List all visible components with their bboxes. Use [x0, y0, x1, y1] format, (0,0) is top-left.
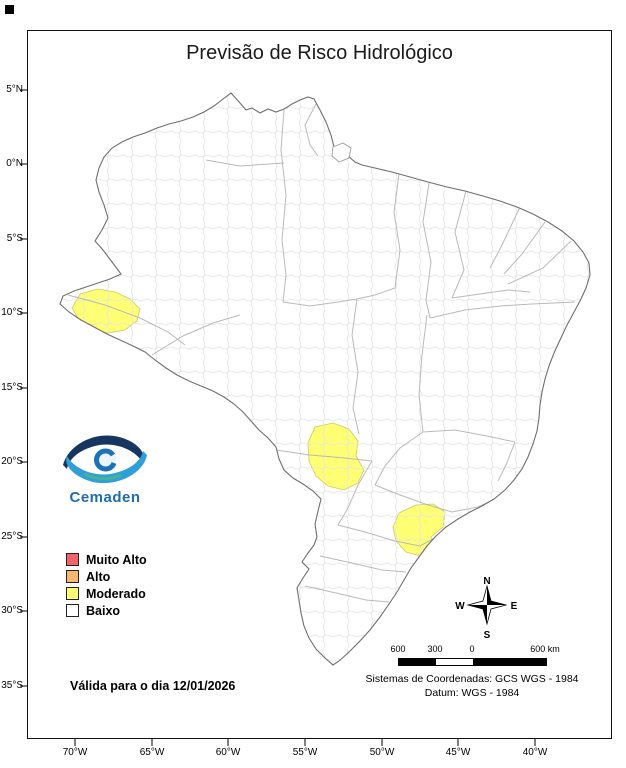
lon-label: 45°W [445, 747, 471, 758]
lon-label: 40°W [522, 747, 548, 758]
validity-note: Válida para o dia 12/01/2026 [70, 679, 236, 693]
legend-item: Moderado [66, 585, 147, 602]
scale-label: 600 km [530, 644, 560, 654]
legend-item: Muito Alto [66, 551, 147, 568]
legend-swatch-alto [66, 570, 79, 583]
lat-label: 30°S [1, 605, 23, 616]
compass-s-label: S [484, 630, 491, 641]
scale-label: 600 [390, 644, 406, 654]
legend-swatch-moderado [66, 587, 79, 600]
lat-label: 5°N [6, 84, 23, 95]
legend-item: Baixo [66, 602, 147, 619]
legend-label: Moderado [86, 586, 146, 601]
legend-label: Baixo [86, 603, 121, 618]
legend-swatch-baixo [66, 604, 79, 617]
legend-item: Alto [66, 568, 147, 585]
lat-label: 20°S [1, 456, 23, 467]
state-borders [67, 103, 576, 603]
lon-label: 60°W [215, 747, 241, 758]
coordinate-system-line2: Datum: WGS - 1984 [424, 686, 520, 699]
graticule-ticks [20, 89, 536, 746]
lat-label: 10°S [1, 307, 23, 318]
lon-label: 55°W [292, 747, 318, 758]
risk-legend: Muito Alto Alto Moderado Baixo [66, 551, 147, 619]
lon-label: 50°W [369, 747, 395, 758]
coordinate-system-line1: Sistemas de Coordenadas: GCS WGS - 1984 [365, 673, 579, 685]
lat-label: 25°S [1, 531, 23, 542]
lat-label: 35°S [1, 680, 23, 691]
cemaden-logo-text: Cemaden [69, 489, 141, 506]
scale-label: 300 [427, 644, 443, 654]
scale-label: 0 [469, 644, 475, 654]
scale-bar-segment [473, 659, 546, 665]
compass-rose: N W E S [455, 576, 517, 641]
lat-label: 5°S [6, 233, 23, 244]
cemaden-logo-icon [63, 435, 147, 484]
lon-label: 70°W [62, 747, 88, 758]
corner-mark [5, 5, 14, 14]
legend-label: Muito Alto [86, 552, 147, 567]
map-title: Previsão de Risco Hidrológico [186, 42, 453, 64]
legend-swatch-muito-alto [66, 553, 79, 566]
compass-e-label: E [511, 601, 518, 612]
scale-bar [398, 658, 547, 666]
compass-star-dark-2 [468, 605, 487, 624]
lon-label: 65°W [139, 747, 165, 758]
coordinate-system-note: Sistemas de Coordenadas: GCS WGS - 1984 … [350, 673, 594, 700]
lat-label: 15°S [1, 382, 23, 393]
scale-bar-segment [399, 659, 436, 665]
lat-label: 0°N [6, 158, 23, 169]
legend-label: Alto [86, 569, 111, 584]
compass-w-label: W [455, 601, 465, 612]
marajo-island [331, 142, 352, 163]
compass-star-dark-1 [487, 586, 506, 605]
compass-n-label: N [483, 576, 490, 587]
scale-bar-segment [436, 659, 473, 665]
